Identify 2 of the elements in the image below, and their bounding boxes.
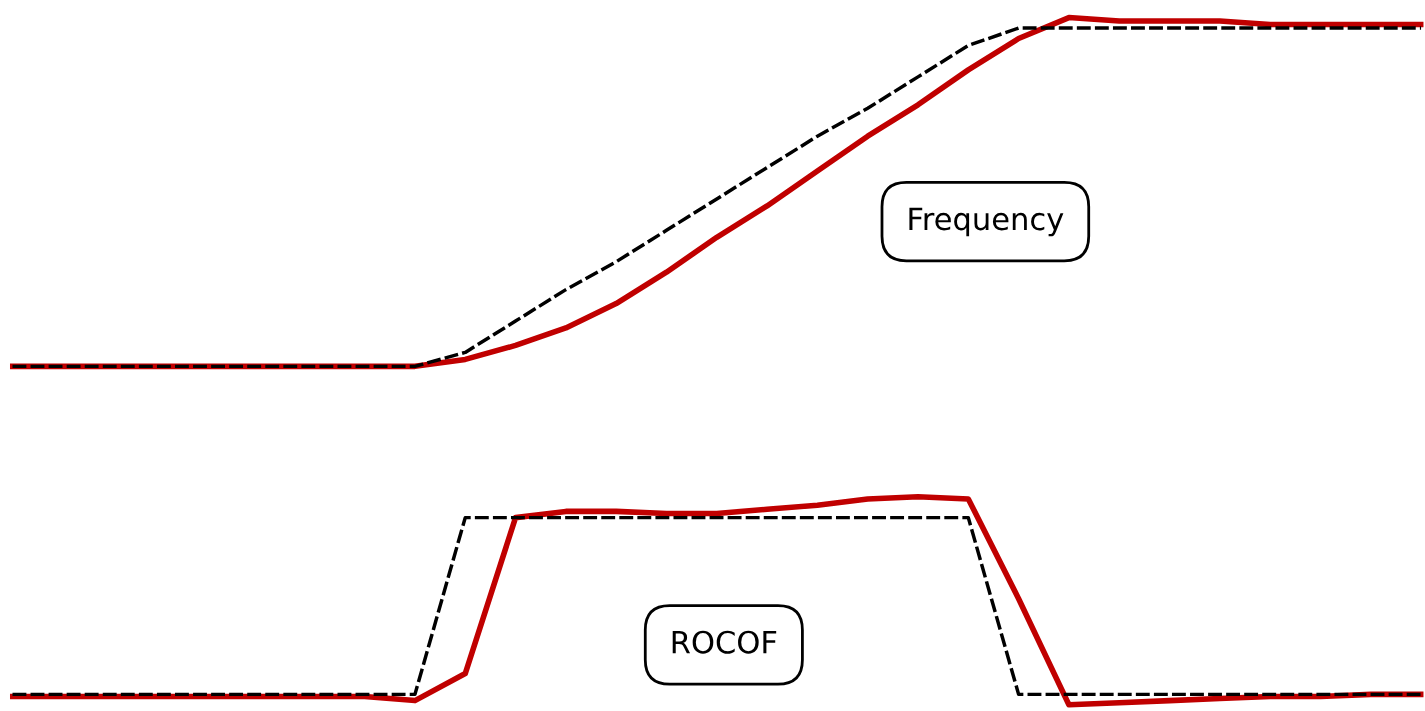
annotation: Frequency — [909, 207, 1064, 237]
annotation: ROCOF — [672, 630, 777, 654]
